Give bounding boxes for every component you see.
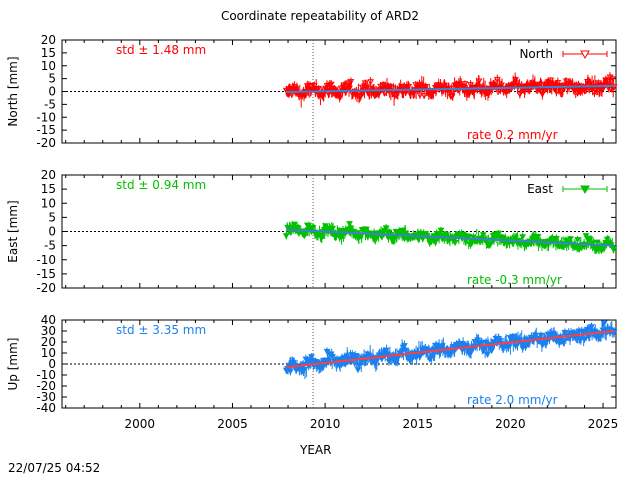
north-data-point bbox=[475, 78, 483, 85]
north-legend-marker bbox=[580, 50, 590, 60]
up-ytick-label: -20 bbox=[36, 379, 56, 393]
north-ytick-label: 5 bbox=[48, 72, 56, 86]
up-data-point bbox=[484, 351, 491, 358]
east-ytick-label: -20 bbox=[36, 281, 56, 295]
up-data-point bbox=[392, 360, 400, 367]
x-tick-label: 2000 bbox=[125, 417, 156, 431]
up-ytick-label: -30 bbox=[36, 390, 56, 404]
up-std-label: std ± 3.35 mm bbox=[116, 323, 206, 337]
east-data-point bbox=[534, 234, 542, 241]
x-tick-label: 2020 bbox=[495, 417, 526, 431]
north-legend-label: North bbox=[519, 47, 553, 61]
north-data-point bbox=[547, 77, 555, 84]
up-data-point bbox=[537, 332, 545, 339]
north-data-point bbox=[344, 80, 352, 87]
east-ytick-label: 0 bbox=[48, 225, 56, 239]
x-axis-label: YEAR bbox=[300, 443, 332, 457]
north-ytick-label: 15 bbox=[41, 46, 56, 60]
up-y-axis-label: Up [mm] bbox=[6, 338, 20, 391]
north-data-point bbox=[461, 81, 469, 88]
east-ytick-label: 5 bbox=[48, 210, 56, 224]
east-data-point bbox=[586, 236, 594, 243]
east-ytick-label: 10 bbox=[41, 196, 56, 210]
up-ytick-label: 20 bbox=[41, 335, 56, 349]
east-ytick-label: -5 bbox=[44, 239, 56, 253]
east-std-label: std ± 0.94 mm bbox=[116, 178, 206, 192]
east-data-point bbox=[610, 246, 618, 253]
east-ytick-label: -15 bbox=[36, 267, 56, 281]
north-ytick-label: 10 bbox=[41, 59, 56, 73]
east-y-axis-label: East [mm] bbox=[6, 200, 20, 262]
up-ytick-label: 30 bbox=[41, 324, 56, 338]
east-ytick-label: -10 bbox=[36, 253, 56, 267]
north-rate-label: rate 0.2 mm/yr bbox=[467, 128, 558, 142]
east-data-point bbox=[593, 239, 601, 246]
north-data-point bbox=[536, 81, 543, 88]
north-data-point bbox=[609, 76, 617, 83]
north-data-series bbox=[282, 72, 618, 108]
north-ytick-label: -5 bbox=[44, 97, 56, 111]
east-legend-marker bbox=[580, 185, 590, 195]
east-rate-label: rate -0.3 mm/yr bbox=[467, 273, 562, 287]
north-data-point bbox=[420, 93, 428, 100]
north-data-point bbox=[327, 81, 335, 88]
north-data-point bbox=[416, 92, 424, 99]
north-data-point bbox=[493, 76, 501, 83]
east-ytick-label: 15 bbox=[41, 182, 56, 196]
east-data-point bbox=[519, 234, 527, 241]
north-data-point bbox=[367, 79, 374, 86]
north-std-label: std ± 1.48 mm bbox=[116, 43, 206, 57]
up-trend-line bbox=[286, 330, 615, 369]
north-data-point bbox=[591, 90, 598, 97]
north-ytick-label: -10 bbox=[36, 110, 56, 124]
x-tick-label: 2005 bbox=[217, 417, 248, 431]
up-ytick-label: 40 bbox=[41, 313, 56, 327]
east-data-point bbox=[346, 221, 353, 228]
north-y-axis-label: North [mm] bbox=[6, 56, 20, 126]
east-data-point bbox=[382, 225, 390, 232]
up-ytick-label: 0 bbox=[48, 357, 56, 371]
x-tick-label: 2025 bbox=[588, 417, 619, 431]
east-data-point bbox=[574, 237, 581, 244]
up-data-point bbox=[402, 347, 410, 354]
chart-title: Coordinate repeatability of ARD2 bbox=[220, 9, 420, 23]
north-ytick-label: 20 bbox=[41, 33, 56, 47]
up-ytick-label: -40 bbox=[36, 401, 56, 415]
north-ytick-label: -20 bbox=[36, 136, 56, 150]
east-ytick-label: 20 bbox=[41, 168, 56, 182]
north-data-point bbox=[315, 85, 322, 92]
x-tick-label: 2010 bbox=[310, 417, 341, 431]
up-rate-label: rate 2.0 mm/yr bbox=[467, 393, 558, 407]
east-legend-label: East bbox=[527, 182, 553, 196]
east-trend-line bbox=[286, 228, 615, 247]
north-data-point bbox=[381, 90, 389, 97]
up-data-point bbox=[600, 320, 608, 327]
east-data-point bbox=[451, 239, 459, 246]
timestamp: 22/07/25 04:52 bbox=[8, 461, 101, 475]
north-ytick-label: -15 bbox=[36, 123, 56, 137]
north-data-point bbox=[610, 84, 618, 91]
up-ytick-label: -10 bbox=[36, 368, 56, 382]
up-data-point bbox=[301, 366, 308, 373]
north-ytick-label: 0 bbox=[48, 85, 56, 99]
north-data-point bbox=[347, 79, 355, 86]
north-data-point bbox=[388, 85, 396, 92]
x-tick-label: 2015 bbox=[402, 417, 433, 431]
up-data-point bbox=[512, 343, 519, 350]
east-data-point bbox=[465, 233, 473, 240]
north-trend-line bbox=[286, 84, 615, 94]
up-data-point bbox=[287, 368, 294, 375]
up-ytick-label: 10 bbox=[41, 346, 56, 360]
